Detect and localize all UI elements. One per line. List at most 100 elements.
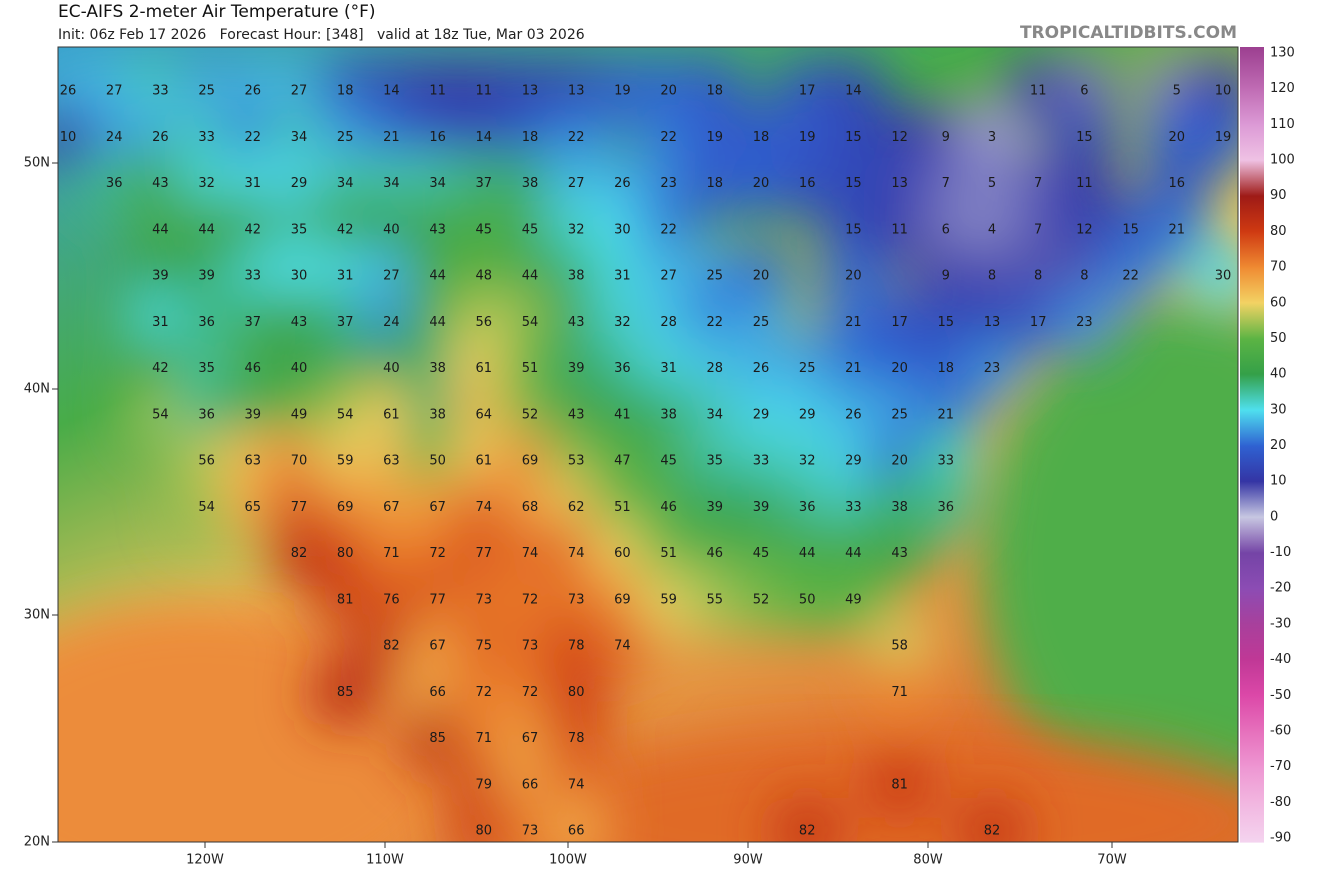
temperature-value: 8 — [1034, 269, 1042, 284]
temperature-value: 27 — [660, 269, 677, 284]
temperature-value: 34 — [291, 130, 308, 145]
temperature-value: 25 — [198, 84, 215, 99]
temperature-value: 36 — [106, 176, 123, 191]
temperature-cell — [865, 658, 934, 727]
colorbar-label: 20 — [1270, 438, 1287, 453]
temperature-value: 73 — [568, 592, 585, 607]
temperature-value: 72 — [522, 592, 539, 607]
temperature-value: 27 — [383, 269, 400, 284]
temperature-value: 46 — [245, 361, 262, 376]
temperature-value: 32 — [799, 454, 816, 469]
temperature-value: 82 — [383, 639, 400, 654]
temperature-value: 74 — [476, 500, 493, 515]
colorbar-label: 60 — [1270, 295, 1287, 310]
temperature-value: 37 — [245, 315, 262, 330]
temperature-value: 7 — [942, 176, 950, 191]
temperature-value: 33 — [245, 269, 262, 284]
temperature-value: 45 — [522, 222, 539, 237]
temperature-value: 20 — [891, 361, 908, 376]
temperature-value: 19 — [707, 130, 724, 145]
temperature-value: 24 — [383, 315, 400, 330]
temperature-cell — [911, 473, 980, 542]
temperature-value: 36 — [799, 500, 816, 515]
colorbar-label: -90 — [1270, 831, 1291, 846]
temperature-value: 64 — [476, 407, 493, 422]
temperature-value: 31 — [337, 269, 354, 284]
temperature-value: 44 — [429, 269, 446, 284]
temperature-value: 38 — [429, 407, 446, 422]
temperature-value: 36 — [614, 361, 631, 376]
temperature-value: 39 — [198, 269, 215, 284]
temperature-value: 24 — [106, 130, 123, 145]
temperature-value: 21 — [938, 407, 955, 422]
temperature-cell — [542, 797, 611, 842]
temperature-value: 40 — [383, 361, 400, 376]
temperature-value: 26 — [845, 407, 862, 422]
temperature-value: 43 — [568, 407, 585, 422]
temperature-cell — [819, 565, 888, 634]
temperature-value: 71 — [476, 731, 493, 746]
temperature-value: 26 — [614, 176, 631, 191]
temperature-value: 71 — [891, 685, 908, 700]
temperature-value: 78 — [568, 639, 585, 654]
temperature-value: 14 — [476, 130, 493, 145]
temperature-value: 6 — [942, 222, 950, 237]
temperature-value: 11 — [891, 222, 908, 237]
colorbar-label: 130 — [1270, 46, 1295, 61]
temperature-value: 38 — [568, 269, 585, 284]
temperature-value: 39 — [707, 500, 724, 515]
temperature-value: 31 — [245, 176, 262, 191]
temperature-value: 79 — [476, 777, 493, 792]
temperature-value: 33 — [198, 130, 215, 145]
temperature-value: 80 — [568, 685, 585, 700]
colorbar-segment — [1240, 231, 1264, 268]
colorbar-segment — [1240, 516, 1264, 554]
temperature-value: 34 — [383, 176, 400, 191]
colorbar-label: 70 — [1270, 260, 1287, 275]
temperature-value: 71 — [383, 546, 400, 561]
temperature-value: 69 — [522, 454, 539, 469]
temperature-value: 37 — [337, 315, 354, 330]
temperature-value: 70 — [291, 454, 308, 469]
temperature-labels: 26 27 33 25 26 27 18 14 11 11 13 13 19 20 18 17 14 11 6 5 10… — [60, 84, 1232, 839]
temperature-value: 80 — [337, 546, 354, 561]
temperature-value: 75 — [476, 639, 493, 654]
temperature-value: 59 — [337, 454, 354, 469]
temperature-value: 33 — [753, 454, 770, 469]
colorbar-segment — [1240, 552, 1264, 589]
temperature-value: 69 — [337, 500, 354, 515]
temperature-value: 16 — [429, 130, 446, 145]
temperature-value: 25 — [891, 407, 908, 422]
temperature-value: 13 — [891, 176, 908, 191]
temperature-cell — [958, 797, 1026, 842]
colorbar: 1301201101009080706050403020100-10-20-30… — [1240, 46, 1295, 846]
temperature-value: 6 — [1080, 84, 1088, 99]
temperature-value: 77 — [476, 546, 493, 561]
temperature-value: 21 — [1169, 222, 1186, 237]
temperature-value: 39 — [245, 407, 262, 422]
temperature-value: 56 — [198, 454, 215, 469]
temperature-value: 36 — [938, 500, 955, 515]
temperature-value: 85 — [429, 731, 446, 746]
colorbar-label: 100 — [1270, 153, 1295, 168]
temperature-value: 19 — [1215, 130, 1232, 145]
temperature-value: 40 — [383, 222, 400, 237]
temperature-cell — [1050, 288, 1119, 357]
temperature-value: 44 — [198, 222, 215, 237]
temperature-cell — [588, 612, 657, 680]
temperature-value: 22 — [1122, 269, 1139, 284]
temperature-value: 60 — [614, 546, 631, 561]
temperature-value: 23 — [1076, 315, 1093, 330]
colorbar-label: 120 — [1270, 81, 1295, 96]
temperature-value: 38 — [891, 500, 908, 515]
temperature-cell — [865, 750, 934, 819]
temperature-value: 44 — [429, 315, 446, 330]
temperature-value: 54 — [152, 407, 169, 422]
axes: 50N 40N 30N 20N 120W 110W 100W 90W 80W 70W — [24, 156, 1127, 868]
temperature-value: 67 — [522, 731, 539, 746]
temperature-cell — [1189, 103, 1238, 172]
colorbar-segment — [1240, 160, 1264, 197]
temperature-value: 12 — [1076, 222, 1093, 237]
temperature-value: 85 — [337, 685, 354, 700]
colorbar-label: 110 — [1270, 117, 1295, 132]
